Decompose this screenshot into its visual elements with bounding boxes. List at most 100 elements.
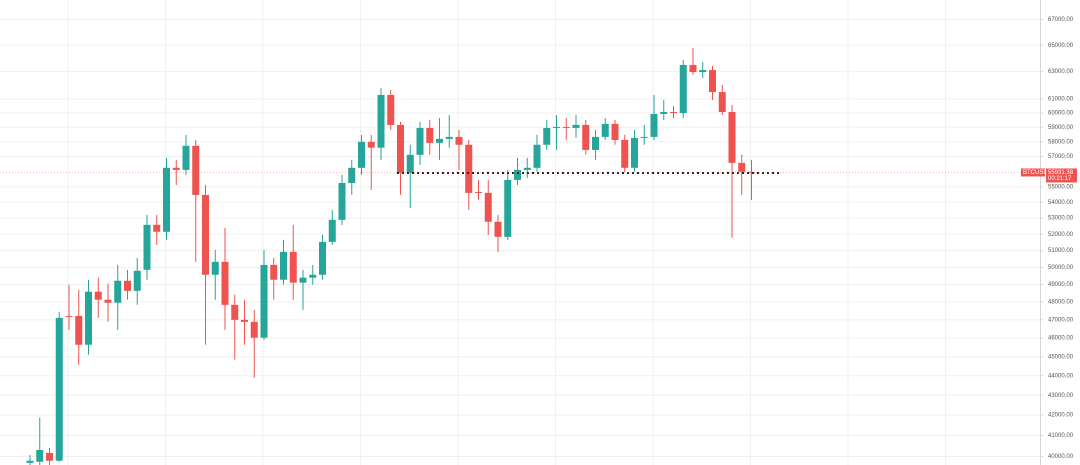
candle-body xyxy=(426,127,434,143)
candle-body xyxy=(514,169,521,180)
y-tick-label: 63000.00 xyxy=(1048,69,1074,75)
candle-body xyxy=(26,460,34,463)
y-tick-label: 58000.00 xyxy=(1048,139,1074,145)
candle-body xyxy=(699,70,707,73)
candle-body xyxy=(387,94,395,125)
y-tick-label: 60000.00 xyxy=(1048,111,1074,117)
candle-body xyxy=(660,111,668,114)
candle-body xyxy=(172,167,180,170)
candle-body xyxy=(709,70,716,93)
candle-body xyxy=(718,92,726,112)
candle-body xyxy=(241,319,248,322)
candle-body xyxy=(202,194,209,275)
candle-body xyxy=(46,452,53,461)
candle-body xyxy=(104,299,112,303)
candle-body xyxy=(494,221,502,237)
candle-body xyxy=(289,251,297,283)
y-tick-label: 54000.00 xyxy=(1048,200,1074,206)
candle-body xyxy=(377,94,385,148)
candle-body xyxy=(650,113,658,137)
y-tick-label: 40000.00 xyxy=(1048,454,1074,460)
y-tick-label: 65000.00 xyxy=(1048,43,1074,49)
candle-body xyxy=(543,127,551,145)
candle-body xyxy=(358,141,365,168)
y-tick-label: 57000.00 xyxy=(1048,154,1074,160)
candle-body xyxy=(231,304,239,320)
candle-body xyxy=(572,124,580,128)
y-tick-label: 44000.00 xyxy=(1048,373,1074,379)
candle-body xyxy=(143,224,151,270)
candle-body xyxy=(75,315,83,345)
y-tick-label: 59000.00 xyxy=(1048,125,1074,131)
candle-body xyxy=(280,251,287,280)
candle-body xyxy=(592,136,599,150)
candle-body xyxy=(260,264,268,338)
candle-body xyxy=(748,171,755,173)
candle-body xyxy=(504,179,512,237)
candle-body xyxy=(55,317,63,461)
candle-body xyxy=(738,162,746,172)
candle-body xyxy=(250,321,258,338)
y-tick-label: 48000.00 xyxy=(1048,300,1074,306)
y-tick-label: 53000.00 xyxy=(1048,216,1074,222)
symbol-box xyxy=(1021,168,1045,177)
candle-body xyxy=(85,291,92,345)
candle-body xyxy=(670,111,677,113)
candle-body xyxy=(114,280,122,303)
candle-body xyxy=(523,167,531,170)
candle-body xyxy=(133,270,141,291)
candle-body xyxy=(319,241,326,275)
candle-body xyxy=(211,261,219,275)
candle-body xyxy=(406,154,414,173)
symbol-label: BTCUSD xyxy=(1023,170,1048,176)
candle-body xyxy=(153,224,161,232)
candle-body xyxy=(640,136,648,138)
y-tick-label: 43000.00 xyxy=(1048,393,1074,399)
candle-body xyxy=(582,124,590,150)
candle-body xyxy=(436,138,443,143)
y-tick-label: 50000.00 xyxy=(1048,265,1074,271)
candle-body xyxy=(484,192,492,222)
candle-body xyxy=(455,136,463,145)
candle-body xyxy=(192,145,200,195)
candle-body xyxy=(728,111,736,163)
candle-body xyxy=(397,124,404,173)
candle-body xyxy=(475,191,482,193)
y-tick-label: 61000.00 xyxy=(1048,97,1074,103)
y-tick-label: 49000.00 xyxy=(1048,282,1074,288)
candle-body xyxy=(465,144,473,193)
current-price-label: 55931.38 xyxy=(1048,170,1074,176)
y-tick-label: 52000.00 xyxy=(1048,232,1074,238)
y-tick-label: 67000.00 xyxy=(1048,17,1074,23)
candle-body xyxy=(631,137,638,168)
candle-body xyxy=(270,264,278,280)
candle-body xyxy=(348,167,356,184)
candle-body xyxy=(416,127,424,155)
candle-body xyxy=(611,123,619,140)
y-tick-label: 41000.00 xyxy=(1048,433,1074,439)
candle-body xyxy=(124,280,131,291)
candle-body xyxy=(553,126,560,128)
candle-body xyxy=(328,219,336,242)
y-tick-label: 42000.00 xyxy=(1048,413,1074,419)
candle-body xyxy=(65,315,73,317)
countdown-label: 00:21:17 xyxy=(1048,176,1072,182)
price-box xyxy=(1046,168,1077,183)
candle-body xyxy=(533,144,541,168)
candle-body xyxy=(338,183,346,220)
y-tick-label: 51000.00 xyxy=(1048,248,1074,254)
candle-body xyxy=(309,274,317,278)
candle-body xyxy=(621,139,629,168)
candle-body xyxy=(182,145,190,170)
candle-body xyxy=(445,136,453,139)
candle-body xyxy=(163,167,170,232)
y-tick-label: 45000.00 xyxy=(1048,354,1074,360)
y-tick-label: 46000.00 xyxy=(1048,336,1074,342)
y-tick-label: 47000.00 xyxy=(1048,317,1074,323)
candle-body xyxy=(94,291,102,300)
candle-body xyxy=(36,449,44,462)
candle-body xyxy=(601,123,609,137)
y-tick-label: 55000.00 xyxy=(1048,184,1074,190)
candle-body xyxy=(367,141,375,148)
candle-body xyxy=(221,261,229,305)
